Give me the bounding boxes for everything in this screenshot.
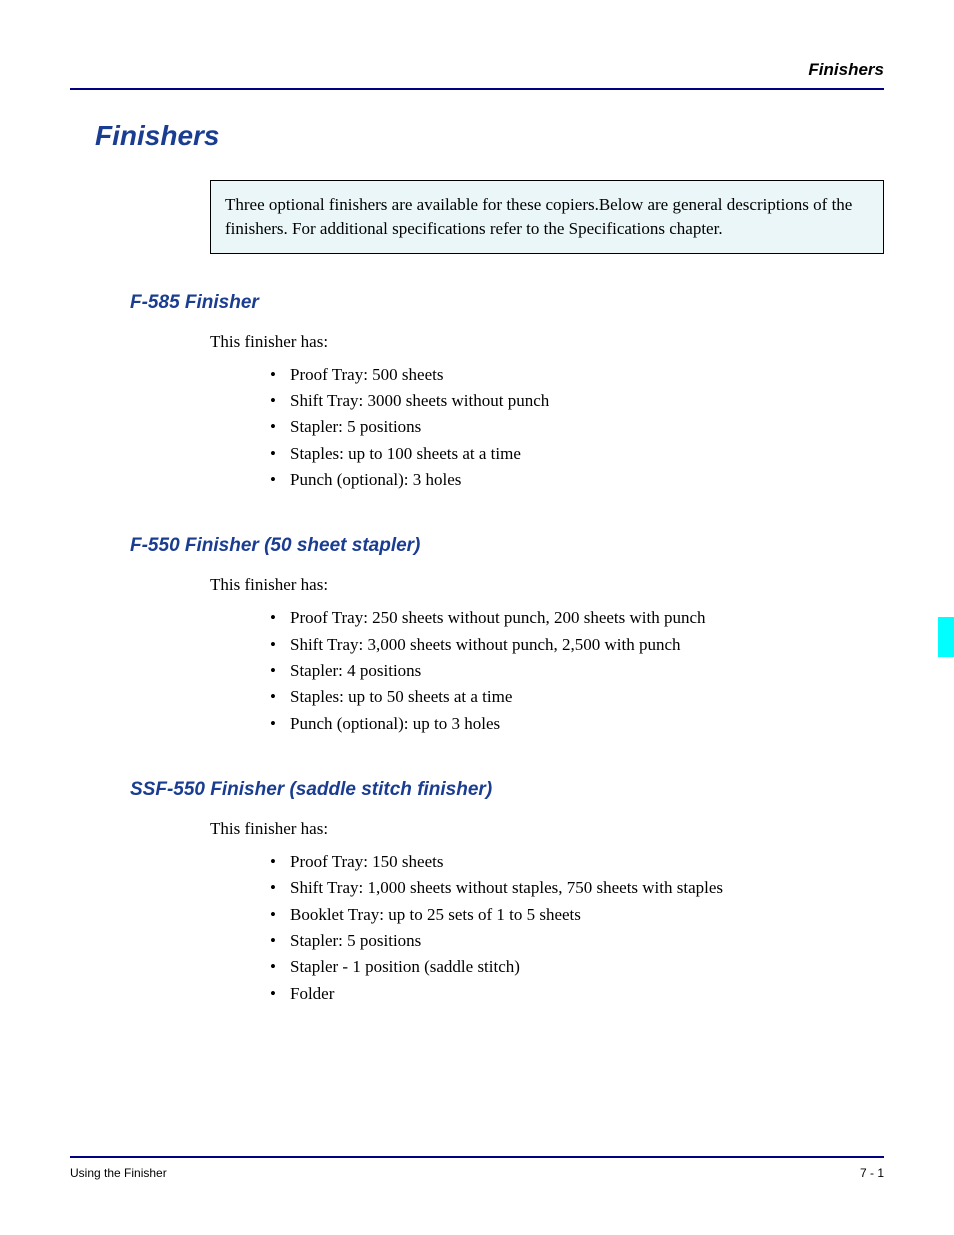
list-item: Proof Tray: 500 sheets: [270, 362, 884, 388]
list-item: Proof Tray: 150 sheets: [270, 849, 884, 875]
section-intro-ssf550: This finisher has:: [210, 819, 884, 839]
list-item: Stapler: 5 positions: [270, 928, 884, 954]
list-item: Stapler: 5 positions: [270, 414, 884, 440]
list-item: Folder: [270, 981, 884, 1007]
section-intro-f550: This finisher has:: [210, 575, 884, 595]
running-header: Finishers: [70, 60, 884, 90]
running-header-text: Finishers: [808, 60, 884, 79]
list-item: Stapler - 1 position (saddle stitch): [270, 954, 884, 980]
main-title: Finishers: [95, 120, 884, 152]
list-item: Punch (optional): 3 holes: [270, 467, 884, 493]
list-item: Stapler: 4 positions: [270, 658, 884, 684]
bullet-list-f550: Proof Tray: 250 sheets without punch, 20…: [270, 605, 884, 737]
list-item: Proof Tray: 250 sheets without punch, 20…: [270, 605, 884, 631]
intro-text: Three optional finishers are available f…: [225, 195, 852, 238]
page-footer: Using the Finisher 7 - 1: [70, 1156, 884, 1180]
list-item: Shift Tray: 1,000 sheets without staples…: [270, 875, 884, 901]
list-item: Punch (optional): up to 3 holes: [270, 711, 884, 737]
section-heading-f550: F-550 Finisher (50 sheet stapler): [130, 535, 884, 557]
list-item: Shift Tray: 3000 sheets without punch: [270, 388, 884, 414]
list-item: Staples: up to 100 sheets at a time: [270, 441, 884, 467]
bullet-list-ssf550: Proof Tray: 150 sheets Shift Tray: 1,000…: [270, 849, 884, 1007]
bullet-list-f585: Proof Tray: 500 sheets Shift Tray: 3000 …: [270, 362, 884, 494]
footer-right: 7 - 1: [860, 1166, 884, 1180]
footer-left: Using the Finisher: [70, 1166, 167, 1180]
section-heading-ssf550: SSF-550 Finisher (saddle stitch finisher…: [130, 779, 884, 801]
page-container: Finishers Finishers Three optional finis…: [0, 0, 954, 1079]
section-heading-f585: F-585 Finisher: [130, 292, 884, 314]
list-item: Staples: up to 50 sheets at a time: [270, 684, 884, 710]
section-intro-f585: This finisher has:: [210, 332, 884, 352]
list-item: Booklet Tray: up to 25 sets of 1 to 5 sh…: [270, 902, 884, 928]
intro-box: Three optional finishers are available f…: [210, 180, 884, 254]
list-item: Shift Tray: 3,000 sheets without punch, …: [270, 632, 884, 658]
page-tab-indicator: [938, 617, 954, 657]
